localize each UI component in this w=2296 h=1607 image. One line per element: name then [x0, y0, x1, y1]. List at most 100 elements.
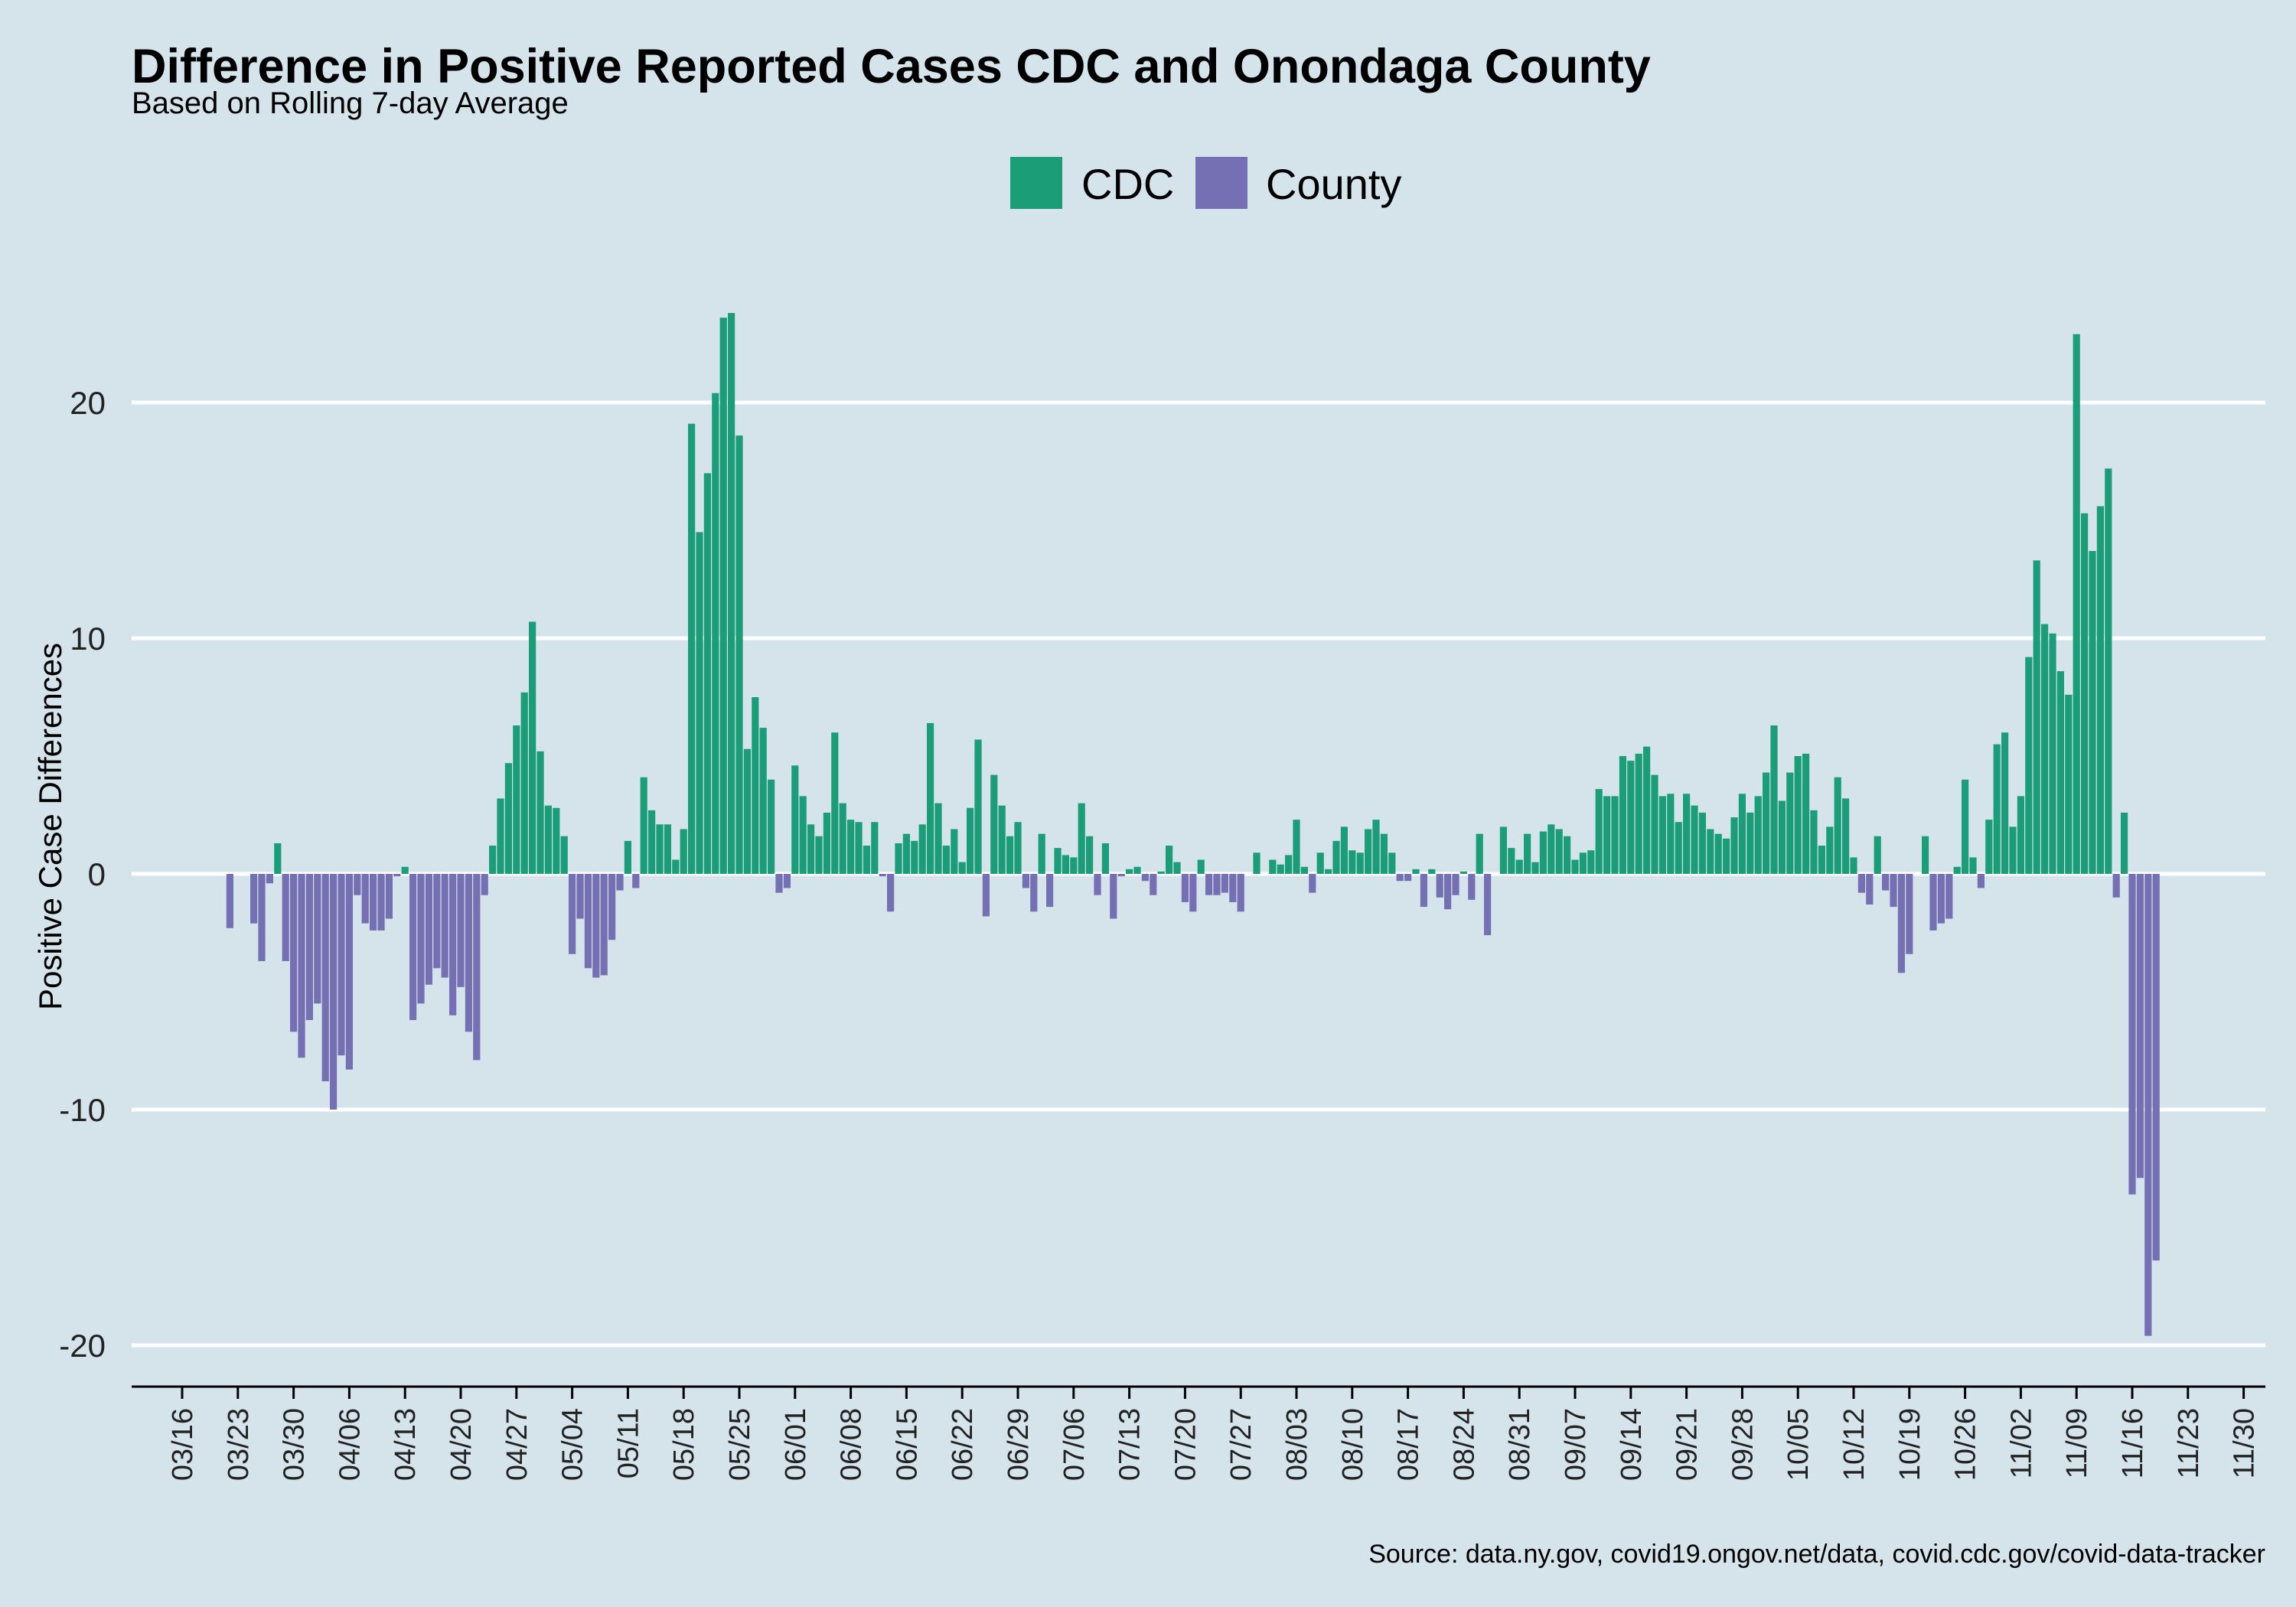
bar-cdc: [1166, 846, 1173, 874]
bar-county: [1396, 874, 1404, 882]
bar-cdc: [990, 774, 998, 874]
bar-cdc: [640, 777, 647, 874]
bar-county: [1229, 874, 1237, 902]
bar-cdc: [1293, 820, 1300, 874]
bar-cdc: [1746, 812, 1754, 874]
bar-cdc: [1571, 859, 1579, 874]
bar-cdc: [2065, 694, 2073, 874]
bar-county: [2128, 874, 2136, 1195]
bar-cdc: [520, 692, 528, 874]
bar-cdc: [1826, 826, 1834, 874]
bar-county: [1945, 874, 1953, 919]
bar-county: [2112, 874, 2120, 898]
bar-cdc: [1579, 852, 1587, 874]
x-tick-label: 07/20: [1169, 1408, 1202, 1481]
bar-county: [887, 874, 895, 912]
bar-cdc: [1054, 848, 1062, 874]
bar-county: [465, 874, 472, 1032]
x-tick-label: 09/21: [1671, 1408, 1704, 1481]
bar-cdc: [799, 796, 807, 874]
bar-county: [290, 874, 298, 1032]
bar-county: [250, 874, 258, 924]
x-tick-label: 04/13: [390, 1408, 422, 1481]
bar-cdc: [719, 318, 727, 874]
x-tick-label: 07/06: [1058, 1408, 1091, 1481]
x-tick-label: 04/27: [501, 1408, 533, 1481]
bar-cdc: [672, 859, 680, 874]
bar-cdc: [1778, 800, 1786, 874]
bar-cdc: [918, 824, 926, 874]
bar-county: [1420, 874, 1427, 908]
bar-county: [1857, 874, 1865, 893]
bar-county: [1404, 874, 1412, 882]
x-tick-label: 09/28: [1727, 1408, 1759, 1481]
x-tick-label: 04/20: [445, 1408, 478, 1481]
bar-cdc: [497, 798, 504, 874]
bar-cdc: [489, 846, 497, 874]
bar-county: [258, 874, 266, 961]
bar-cdc: [1372, 820, 1380, 874]
bar-cdc: [1953, 866, 1961, 874]
bar-cdc: [560, 836, 568, 874]
bar-cdc: [274, 843, 282, 874]
y-tick-label: 10: [70, 621, 106, 657]
bar-county: [1046, 874, 1054, 908]
bar-cdc: [728, 312, 735, 875]
bar-cdc: [1730, 817, 1738, 874]
bar-cdc: [536, 751, 544, 874]
bar-county: [266, 874, 273, 884]
bar-cdc: [1499, 826, 1507, 874]
bar-county: [321, 874, 329, 1082]
bar-county: [879, 874, 886, 877]
bar-cdc: [1078, 803, 1085, 874]
x-tick-label: 08/24: [1448, 1408, 1480, 1481]
bar-county: [1189, 874, 1197, 912]
bar-county: [1882, 874, 1890, 891]
bar-cdc: [823, 812, 830, 874]
bar-cdc: [1619, 756, 1626, 874]
bar-cdc: [1763, 772, 1770, 874]
bar-cdc: [1062, 855, 1069, 874]
x-tick-label: 10/19: [1894, 1408, 1926, 1481]
bar-cdc: [1340, 826, 1348, 874]
bar-cdc: [2089, 551, 2096, 874]
bar-county: [1977, 874, 1985, 888]
x-tick-label: 09/14: [1616, 1408, 1648, 1481]
bar-county: [2136, 874, 2144, 1178]
x-tick-label: 03/16: [167, 1408, 199, 1481]
bar-cdc: [1412, 869, 1420, 874]
y-tick-label: -10: [59, 1092, 106, 1128]
bar-cdc: [1515, 859, 1523, 874]
bar-cdc: [1356, 852, 1364, 874]
bar-cdc: [1962, 779, 1969, 874]
x-tick-label: 11/30: [2229, 1408, 2261, 1478]
bar-cdc: [1086, 836, 1094, 874]
bar-county: [377, 874, 385, 931]
bar-cdc: [680, 829, 687, 874]
bar-cdc: [974, 739, 982, 874]
source-caption: Source: data.ny.gov, covid19.ongov.net/d…: [1368, 1540, 2265, 1569]
bar-cdc: [1754, 796, 1762, 874]
bar-cdc: [768, 779, 775, 874]
x-tick-label: 09/07: [1560, 1408, 1592, 1481]
bar-county: [481, 874, 488, 895]
bar-county: [305, 874, 313, 1020]
bar-cdc: [2081, 513, 2089, 874]
x-tick-label: 10/12: [1838, 1408, 1870, 1481]
bar-cdc: [752, 697, 759, 874]
bar-county: [1094, 874, 1101, 895]
bar-cdc: [1531, 862, 1539, 874]
legend-swatch-county: [1195, 157, 1247, 209]
y-tick-label: 20: [70, 385, 106, 421]
legend-label-cdc: CDC: [1081, 160, 1174, 208]
x-tick-label: 04/06: [334, 1408, 366, 1481]
bar-cdc: [1459, 871, 1467, 874]
bar-county: [393, 874, 401, 877]
bar-county: [433, 874, 441, 969]
bar-county: [783, 874, 791, 888]
bar-cdc: [895, 843, 902, 874]
bar-cdc: [696, 532, 703, 874]
x-axis: 03/16 03/23 03/30 04/06 04/13 04/20 04/27 05/04…: [132, 1385, 2265, 1481]
bar-cdc: [871, 822, 879, 874]
